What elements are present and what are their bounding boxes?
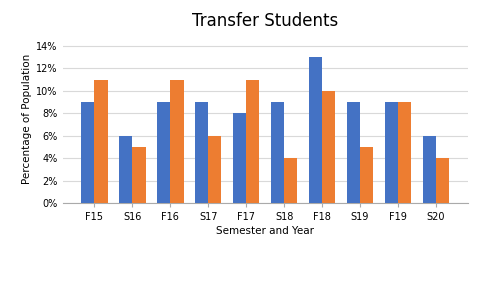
Bar <box>208 136 221 203</box>
X-axis label: Semester and Year: Semester and Year <box>216 226 314 236</box>
Bar <box>157 102 170 203</box>
Bar <box>246 80 259 203</box>
Bar <box>398 102 411 203</box>
Bar <box>436 158 449 203</box>
Bar <box>347 102 360 203</box>
Y-axis label: Percentage of Population: Percentage of Population <box>22 54 32 184</box>
Bar <box>309 57 322 203</box>
Bar <box>322 91 335 203</box>
Bar <box>360 147 373 203</box>
Title: Transfer Students: Transfer Students <box>192 12 338 30</box>
Bar <box>284 158 297 203</box>
Bar <box>170 80 184 203</box>
Bar <box>132 147 146 203</box>
Bar <box>81 102 94 203</box>
Bar <box>423 136 436 203</box>
Bar <box>119 136 132 203</box>
Bar <box>94 80 107 203</box>
Bar <box>195 102 208 203</box>
Bar <box>233 113 246 203</box>
Bar <box>271 102 284 203</box>
Bar <box>385 102 398 203</box>
